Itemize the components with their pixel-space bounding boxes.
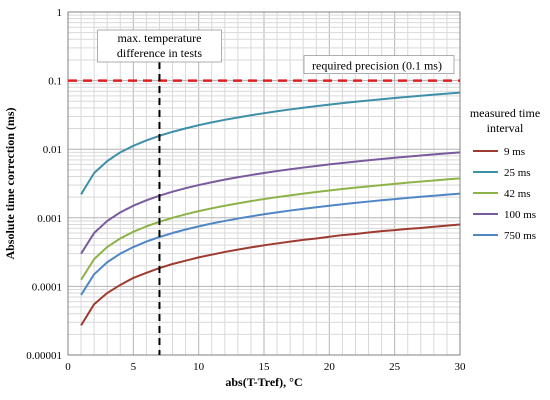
series-line-3 — [80, 151, 461, 255]
required-precision-label: required precision (0.1 ms) — [312, 59, 442, 73]
y-tick-label: 0.1 — [48, 76, 62, 88]
legend-title-line-1: measured time — [470, 106, 540, 120]
plot-border — [67, 11, 461, 356]
legend: measured time interval 9 ms 25 ms 42 ms 100… — [470, 106, 540, 242]
series-line-1 — [80, 91, 461, 195]
series-lines — [80, 91, 461, 326]
y-tick-labels: 0.00001 0.0001 0.001 0.01 0.1 1 — [26, 7, 62, 362]
x-tick-label: 5 — [131, 361, 137, 373]
series-line-2 — [80, 177, 461, 281]
y-tick-label: 0.00001 — [26, 350, 62, 362]
series-line-4 — [80, 192, 461, 296]
legend-label-4: 750 ms — [504, 230, 536, 242]
x-tick-label: 20 — [324, 361, 336, 373]
legend-title-line-2: interval — [487, 121, 524, 135]
legend-label-0: 9 ms — [504, 146, 525, 158]
y-tick-label: 1 — [57, 7, 63, 19]
required-precision-box — [303, 55, 455, 74]
x-tick-label: 25 — [389, 361, 401, 373]
max-temperature-label-line-2: difference in tests — [117, 46, 202, 60]
series-line-0 — [80, 223, 461, 326]
y-tick-label: 0.001 — [37, 213, 62, 225]
legend-items: 9 ms 25 ms 42 ms 100 ms 750 ms — [473, 146, 536, 242]
max-temperature-annotation: max. temperature difference in tests — [97, 29, 222, 63]
grid — [67, 12, 461, 356]
x-tick-label: 30 — [455, 361, 467, 373]
x-tick-label: 15 — [259, 361, 271, 373]
required-precision-annotation: required precision (0.1 ms) — [303, 55, 455, 74]
y-tick-label: 0.0001 — [32, 281, 62, 293]
max-temperature-box — [97, 29, 222, 63]
y-tick-label: 0.01 — [43, 144, 62, 156]
legend-label-1: 25 ms — [504, 167, 531, 179]
x-tick-label: 0 — [65, 361, 71, 373]
x-tick-labels: 0 5 10 15 20 25 30 — [65, 361, 466, 373]
reference-lines — [68, 38, 460, 355]
x-axis-title: abs(T-Tref), °C — [225, 375, 302, 389]
legend-label-3: 100 ms — [504, 209, 536, 221]
max-temperature-label-line-1: max. temperature — [117, 31, 201, 45]
y-axis-title: Absolute time correction (ms) — [3, 107, 17, 259]
legend-label-2: 42 ms — [504, 188, 531, 200]
x-tick-label: 10 — [193, 361, 205, 373]
